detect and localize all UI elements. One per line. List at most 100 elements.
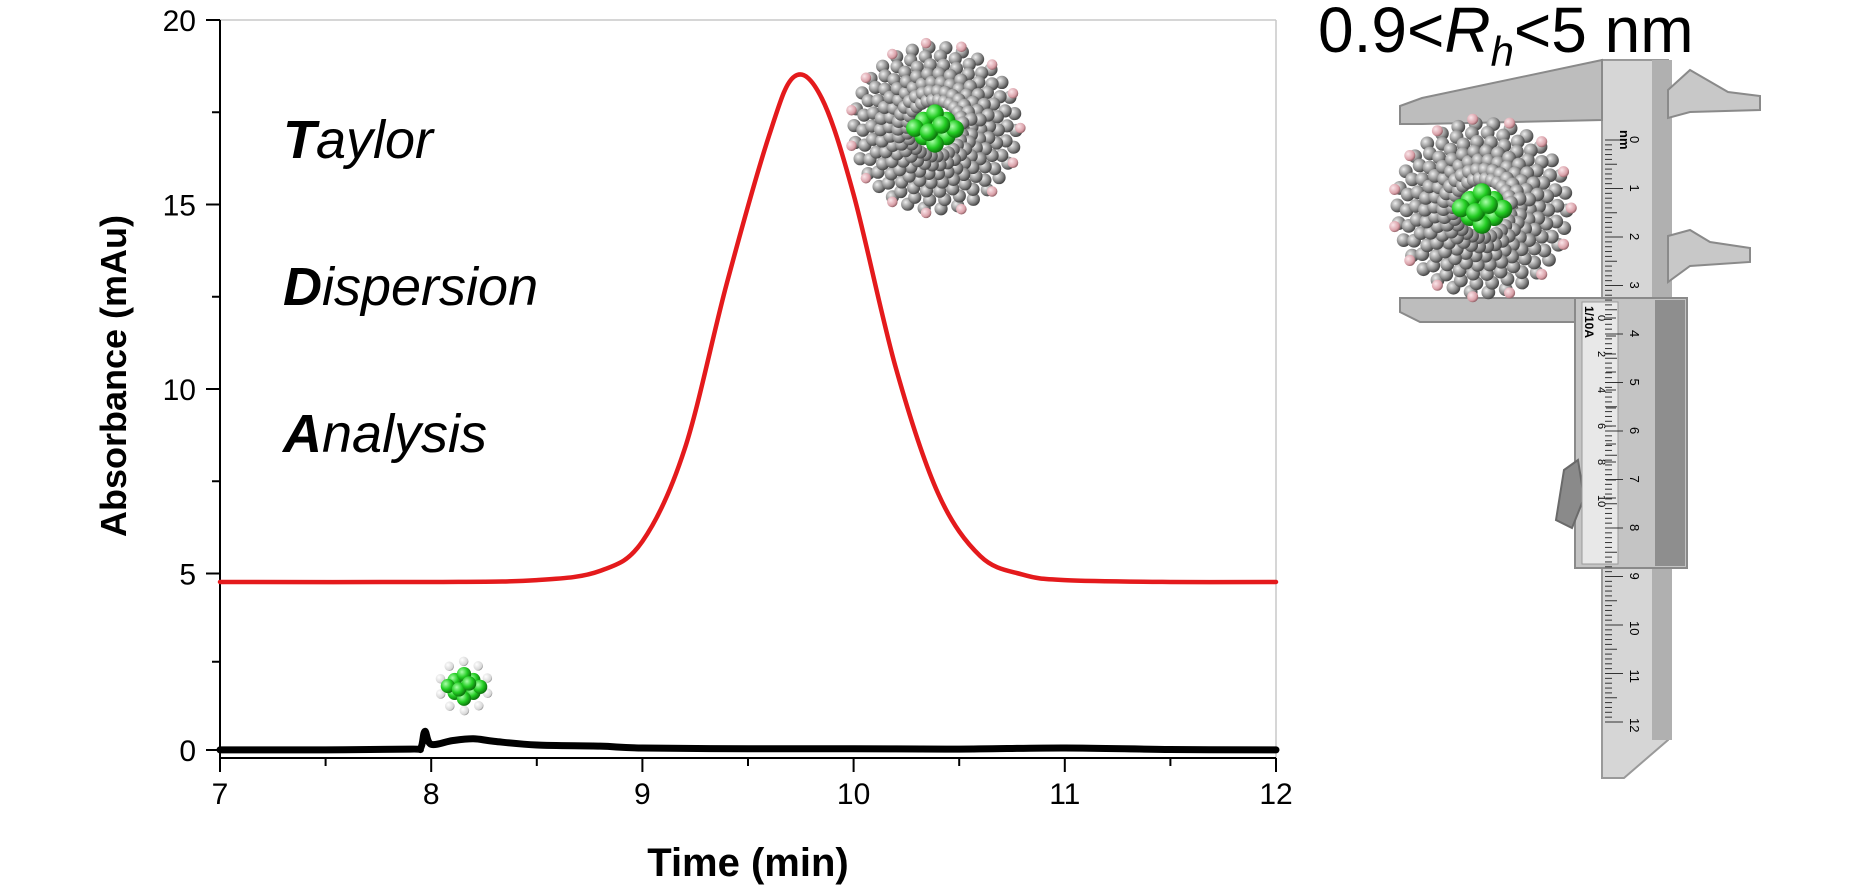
micelle-atom	[946, 182, 960, 196]
caliper-vernier-label: 1/10A	[1582, 306, 1596, 338]
caliper-main-label: 4	[1627, 330, 1642, 337]
micelle-atom	[1545, 153, 1559, 168]
x-axis-label: Time (min)	[647, 841, 849, 885]
caliper-main-label: 8	[1627, 524, 1642, 531]
micelle-atom	[1439, 267, 1454, 282]
micelle-atom	[948, 52, 962, 66]
micelle-atom	[1515, 275, 1530, 290]
micelle-headgroup	[846, 104, 857, 116]
micelle-headgroup	[1467, 291, 1479, 303]
micelle-headgroup	[920, 207, 932, 219]
micelle-atom	[1456, 137, 1471, 152]
pyrene-hydrogen	[459, 705, 470, 716]
micelle-atom	[1453, 273, 1468, 288]
x-tick-label: 10	[837, 778, 870, 811]
micelle-atom	[853, 152, 867, 166]
annotation-analysis: Analysis	[281, 404, 487, 464]
pyrene-hydrogen	[474, 700, 484, 711]
caliper-main-label: 6	[1627, 427, 1642, 434]
caliper-main-label: 2	[1627, 233, 1642, 240]
rh-suffix: <5 nm	[1514, 0, 1694, 66]
y-tick-label: 15	[163, 190, 196, 223]
caliper-slider-grip	[1655, 300, 1685, 566]
caliper-vernier-label: 10	[1595, 495, 1607, 507]
rh-prefix: 0.9<	[1318, 0, 1444, 66]
pyrene-hydrogen	[445, 701, 455, 711]
micelle-headgroup	[1404, 150, 1416, 162]
pyrene-atom	[473, 679, 488, 694]
micelle-headgroup	[1536, 136, 1548, 148]
x-tick-label: 7	[212, 778, 229, 811]
micelle-molecule-icon	[1389, 113, 1577, 303]
rh-subscript: h	[1491, 28, 1514, 75]
caliper-main-label: 12	[1627, 718, 1642, 732]
micelle-atom	[987, 97, 1001, 111]
caliper-upper-tip	[1667, 68, 1761, 120]
micelle-atom	[1510, 134, 1525, 149]
micelle-atom	[1451, 119, 1466, 134]
annotation-taylor-rest: aylor	[316, 110, 435, 170]
micelle-atom	[894, 184, 908, 199]
caliper-main-label: 3	[1627, 282, 1642, 289]
y-axis-label: Absorbance (mAu)	[93, 215, 134, 537]
micelle-atom	[861, 94, 875, 108]
pyrene-atom	[1479, 195, 1498, 214]
micelle-atom	[966, 192, 980, 206]
pyrene-atom	[440, 678, 455, 694]
caliper-vernier-label: 2	[1595, 351, 1607, 357]
series-line-red	[217, 72, 1279, 585]
micelle-atom	[1413, 226, 1428, 241]
y-tick-label: 5	[179, 559, 196, 592]
x-tick-label: 11	[1049, 778, 1080, 811]
micelle-headgroup	[887, 48, 898, 60]
caliper-fixed-jaw	[1399, 58, 1603, 125]
micelle-headgroup	[1558, 238, 1570, 250]
pyrene-atom	[932, 115, 951, 134]
micelle-atom	[995, 148, 1009, 162]
pyrene-hydrogen	[435, 689, 446, 699]
rh-symbol: R	[1444, 0, 1490, 66]
caliper-lower-tip	[1667, 228, 1751, 284]
caliper-vernier-label: 4	[1595, 387, 1607, 393]
micelle-headgroup	[1431, 125, 1443, 137]
caliper-moving-jaw	[1399, 297, 1576, 323]
annotation-taylor: Taylor	[283, 110, 435, 170]
annotation-dispersion-initial: D	[283, 257, 322, 317]
caliper-main-label: 7	[1627, 476, 1642, 483]
series-layer	[216, 72, 1280, 754]
micelle-headgroup	[986, 186, 998, 197]
annotation-rh-range: 0.9<Rh<5 nm	[1318, 0, 1694, 75]
annotation-taylor-initial: T	[283, 110, 320, 170]
x-ticks: 7 8 9 10 11 12	[212, 758, 1293, 811]
micelle-atom	[1396, 233, 1411, 247]
micelle-atom	[1459, 255, 1473, 270]
micelle-atom	[869, 145, 883, 159]
micelle-atom	[1405, 172, 1420, 187]
pyrene-atom	[906, 119, 924, 137]
caliper-main-label: 10	[1627, 621, 1642, 635]
pyrene-hydrogen	[458, 656, 469, 667]
micelle-atom	[943, 69, 957, 83]
caliper-main-label: 5	[1627, 379, 1642, 386]
micelle-headgroup	[1404, 254, 1416, 266]
micelle-atom	[1493, 264, 1508, 279]
x-tick-label: 8	[423, 778, 440, 811]
annotation-dispersion-rest: ispersion	[322, 257, 538, 317]
pyrene-atom	[946, 120, 964, 138]
x-tick-label: 9	[634, 778, 651, 811]
x-tick-label: 12	[1259, 778, 1292, 811]
y-tick-label: 0	[179, 735, 196, 768]
caliper-vernier-label: 0	[1595, 315, 1607, 321]
caliper-main-label: 9	[1627, 573, 1642, 580]
caliper-vernier-plate	[1581, 301, 1619, 565]
micelle-headgroup	[860, 72, 872, 84]
micelle-atom	[1496, 128, 1511, 143]
pyrene-hydrogen	[473, 661, 483, 671]
micelle-headgroup	[1389, 183, 1401, 195]
caliper-vernier-label: 8	[1595, 459, 1607, 465]
micelle-atom	[962, 57, 976, 72]
annotation-dispersion: Dispersion	[283, 257, 538, 317]
